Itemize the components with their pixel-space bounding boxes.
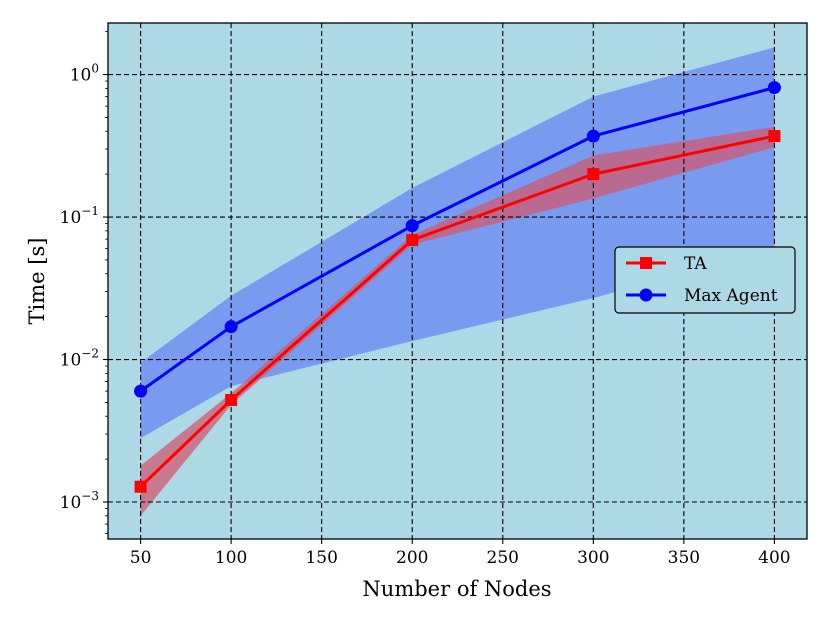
legend-maxagent-label: Max Agent — [684, 286, 778, 306]
data-point-ta-100 — [225, 393, 238, 406]
y-axis-label: Time [s] — [25, 238, 49, 325]
series-markers — [134, 81, 781, 493]
data-point-max-agent-200 — [405, 219, 419, 233]
legend-maxagent-marker — [639, 288, 653, 302]
x-tick-label-200: 200 — [396, 548, 428, 568]
x-tick-label-150: 150 — [305, 548, 337, 568]
plot-frame — [107, 22, 808, 540]
x-axis-label: Number of Nodes — [362, 577, 551, 601]
x-axis-ticks: 50 100 150 200 250 300 350 400 — [130, 539, 791, 568]
legend: TA Max Agent — [614, 246, 796, 314]
data-point-max-agent-300 — [586, 129, 600, 143]
legend-ta-label: TA — [684, 254, 707, 274]
data-point-max-agent-100 — [224, 320, 238, 334]
x-tick-label-250: 250 — [487, 548, 519, 568]
data-point-ta-50 — [134, 480, 147, 493]
data-point-max-agent-400 — [767, 81, 781, 95]
data-point-ta-300 — [587, 168, 600, 181]
data-point-ta-400 — [768, 130, 781, 143]
y-axis-ticks: 10−3 10−2 10−1 100 — [60, 31, 108, 535]
y-tick-label-2: 10−1 — [60, 204, 99, 228]
x-tick-label-400: 400 — [758, 548, 790, 568]
x-tick-label-350: 350 — [668, 548, 700, 568]
data-point-ta-200 — [406, 233, 419, 246]
y-tick-label-0: 10−3 — [60, 489, 99, 513]
x-tick-label-100: 100 — [215, 548, 247, 568]
x-tick-label-300: 300 — [577, 548, 609, 568]
data-point-max-agent-50 — [134, 384, 148, 398]
x-tick-label-50: 50 — [130, 548, 152, 568]
y-tick-label-3: 100 — [70, 62, 99, 86]
legend-ta-marker — [640, 257, 652, 269]
y-tick-label-1: 10−2 — [60, 347, 99, 371]
